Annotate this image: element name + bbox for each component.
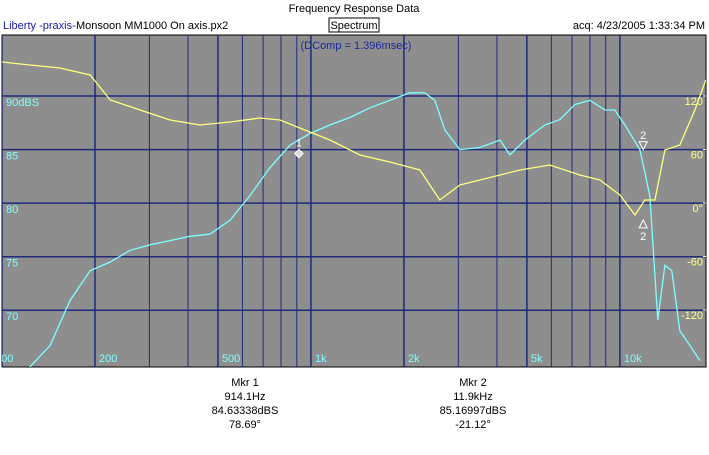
file-name: Monsoon MM1000 On axis.px2 xyxy=(76,20,228,32)
marker xyxy=(638,218,649,229)
readout: 914.1Hz xyxy=(225,391,266,403)
mode: Spectrum xyxy=(330,20,377,32)
x-tick-label: 200 xyxy=(99,353,117,365)
mode-box xyxy=(328,17,380,33)
plot-area xyxy=(1,34,707,368)
window-title: Frequency Response Data xyxy=(289,3,421,15)
marker xyxy=(293,148,304,159)
y-tick-label: 90dBS xyxy=(6,97,39,109)
marker-id: 2 xyxy=(640,130,646,142)
x-tick-label: 2k xyxy=(408,353,420,365)
y-tick-label: 75 xyxy=(6,258,18,270)
readout: Mkr 2 xyxy=(459,377,487,389)
y-tick-label: 85 xyxy=(6,151,18,163)
y-tick-label: 70 xyxy=(6,311,18,323)
x-tick-label: 500 xyxy=(222,353,240,365)
plot: 100 200 500 1k 2k 5k 10k 90dBS 85 80 75 70 120 60 0° -6… xyxy=(0,35,706,367)
x-tick-label: 10k xyxy=(624,353,642,365)
readout: 78.69° xyxy=(229,419,261,431)
series-line xyxy=(2,61,706,217)
y-tick-label: 80 xyxy=(6,204,18,216)
y2-tick-label: 60 xyxy=(691,150,703,162)
x-tick-label: 5k xyxy=(531,353,543,365)
readout: 11.9kHz xyxy=(453,391,493,403)
series-line xyxy=(29,92,701,367)
x-tick-label: 1k xyxy=(315,353,327,365)
readout: 84.63338dBS xyxy=(212,405,279,417)
x-tick-label: 100 xyxy=(0,353,13,365)
acq-time: acq: 4/23/2005 1:33:34 PM xyxy=(573,20,705,32)
brand: Liberty -praxis- xyxy=(3,20,76,32)
annotation: (DComp = 1.396msec) xyxy=(301,40,412,52)
readout: Mkr 1 xyxy=(231,377,259,389)
y2-tick-label: 0° xyxy=(692,203,703,215)
y2-tick-label: -60 xyxy=(687,257,703,269)
marker xyxy=(638,141,649,151)
readout: -21.12° xyxy=(455,419,491,431)
y2-tick-label: 120 xyxy=(685,96,703,108)
marker-id: 1 xyxy=(296,138,302,150)
readout: 85.16997dBS xyxy=(440,405,507,417)
y2-tick-label: -120 xyxy=(681,310,703,322)
readouts: Mkr 1 914.1Hz 84.63338dBS 78.69° Mkr 2 11.9kH… xyxy=(212,377,507,431)
marker-id: 2 xyxy=(640,231,646,243)
